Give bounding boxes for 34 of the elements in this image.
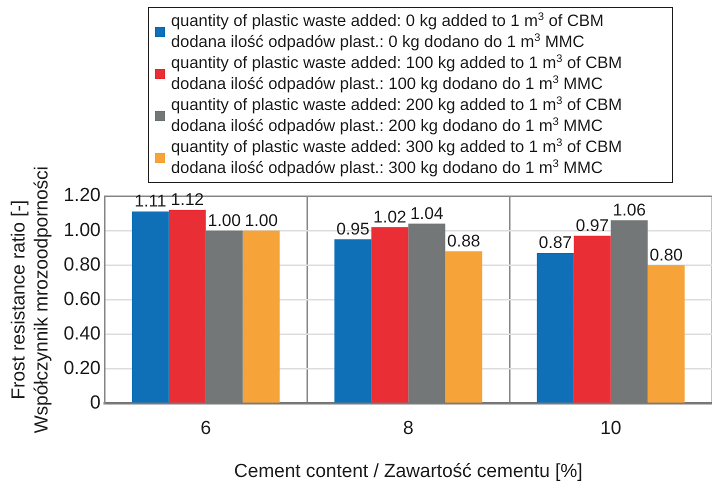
bar <box>574 236 611 403</box>
y-axis-title: Frost resistance ratio [-] Współczynnik mrozoodporności <box>8 166 52 434</box>
x-tick-label: 10 <box>600 418 622 440</box>
bar <box>648 265 685 403</box>
x-axis-title: Cement content / Zawartość cementu [%] <box>234 460 583 482</box>
data-label: 1.02 <box>373 207 406 226</box>
data-label: 1.00 <box>244 210 278 230</box>
y-tick-label: 1.20 <box>64 185 101 206</box>
data-label: 1.11 <box>134 192 166 211</box>
bar <box>242 230 280 403</box>
data-label: 0.88 <box>447 231 480 250</box>
data-label: 0.87 <box>538 233 572 252</box>
data-label: 0.80 <box>650 245 683 264</box>
data-label: 0.97 <box>576 216 609 235</box>
data-label: 1.12 <box>170 190 204 210</box>
x-tick-label: 6 <box>200 418 212 440</box>
bar <box>445 251 482 403</box>
y-tick-label: 0.60 <box>64 288 101 310</box>
y-tick-label: 0.80 <box>64 254 101 276</box>
data-label: 1.00 <box>208 210 241 230</box>
data-label: 1.04 <box>410 204 444 223</box>
bar <box>334 239 372 403</box>
bar <box>168 210 206 403</box>
bar <box>536 253 574 403</box>
y-tick-label: 1.00 <box>64 220 101 241</box>
bar <box>371 227 408 403</box>
data-label: 1.06 <box>612 200 646 220</box>
legend-label: quantity of plastic waste added: 300 kg added to 1 m$^{3}$ of CBM dodana ilość odpadów plast.: 300 kg dodano do 1 m$^{3}$ MMC <box>171 137 622 179</box>
x-tick-label: 8 <box>403 418 414 440</box>
bar <box>132 212 169 403</box>
y-tick-label: 0.40 <box>64 324 101 344</box>
y-tick-label: 0.20 <box>64 358 101 380</box>
y-tick-label: 0 <box>90 392 101 414</box>
data-label: 0.95 <box>336 219 370 238</box>
